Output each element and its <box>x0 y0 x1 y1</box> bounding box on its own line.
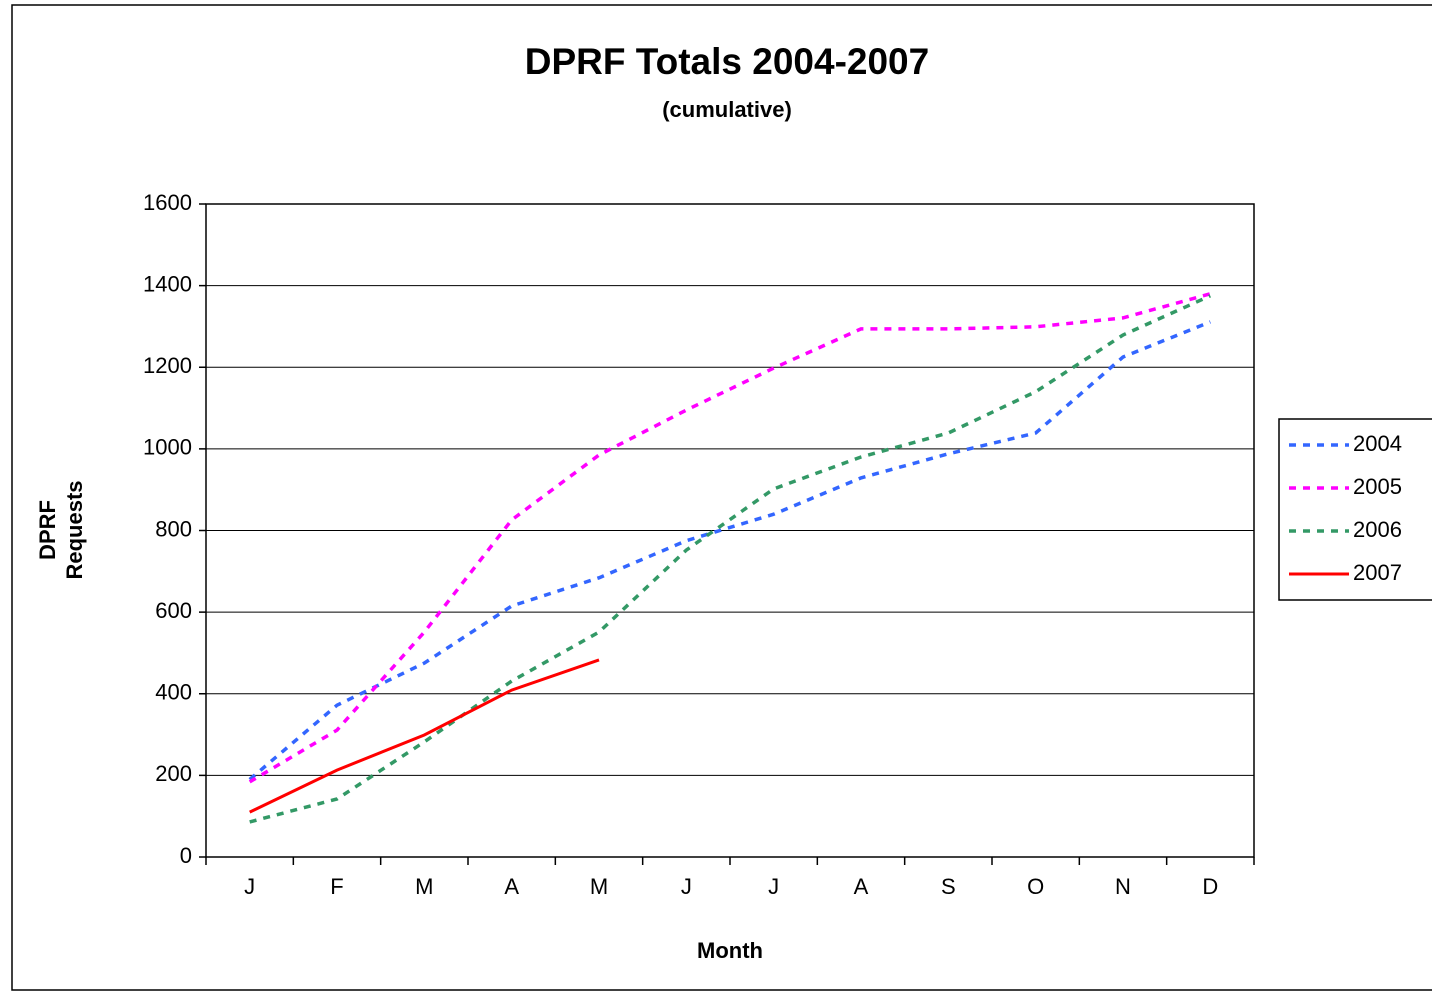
legend-box <box>1278 418 1432 601</box>
y-tick-label: 800 <box>155 516 192 541</box>
y-tick-label: 0 <box>180 843 192 868</box>
chart-title: DPRF Totals 2004-2007 <box>525 41 929 82</box>
series-line <box>249 294 1212 824</box>
y-tick-label: 200 <box>155 761 192 786</box>
y-tick-label: 1600 <box>143 190 192 215</box>
x-tick-label: F <box>330 874 343 899</box>
x-tick-label: M <box>590 874 608 899</box>
series-line <box>248 292 1211 784</box>
x-axis-label: Month <box>697 938 763 963</box>
x-tick-label: D <box>1202 874 1218 899</box>
series-line <box>248 320 1211 781</box>
y-axis-label: DPRF <box>35 500 60 560</box>
legend-label: 2007 <box>1353 560 1402 585</box>
x-tick-label: J <box>768 874 779 899</box>
x-tick-label: J <box>681 874 692 899</box>
y-tick-label: 1000 <box>143 435 192 460</box>
x-tick-label: N <box>1115 874 1131 899</box>
y-tick-label: 600 <box>155 598 192 623</box>
y-tick-label: 1400 <box>143 271 192 296</box>
legend-label: 2004 <box>1353 431 1402 456</box>
y-tick-label: 400 <box>155 680 192 705</box>
x-tick-label: O <box>1027 874 1044 899</box>
chart-subtitle: (cumulative) <box>662 97 792 122</box>
x-tick-label: A <box>854 874 869 899</box>
x-tick-label: S <box>941 874 956 899</box>
legend-label: 2006 <box>1353 517 1402 542</box>
legend-label: 2005 <box>1353 474 1402 499</box>
x-tick-label: M <box>415 874 433 899</box>
x-tick-label: A <box>504 874 519 899</box>
x-tick-label: J <box>244 874 255 899</box>
series-line <box>249 658 600 814</box>
y-axis-label: Requests <box>62 480 87 579</box>
y-tick-label: 1200 <box>143 353 192 378</box>
